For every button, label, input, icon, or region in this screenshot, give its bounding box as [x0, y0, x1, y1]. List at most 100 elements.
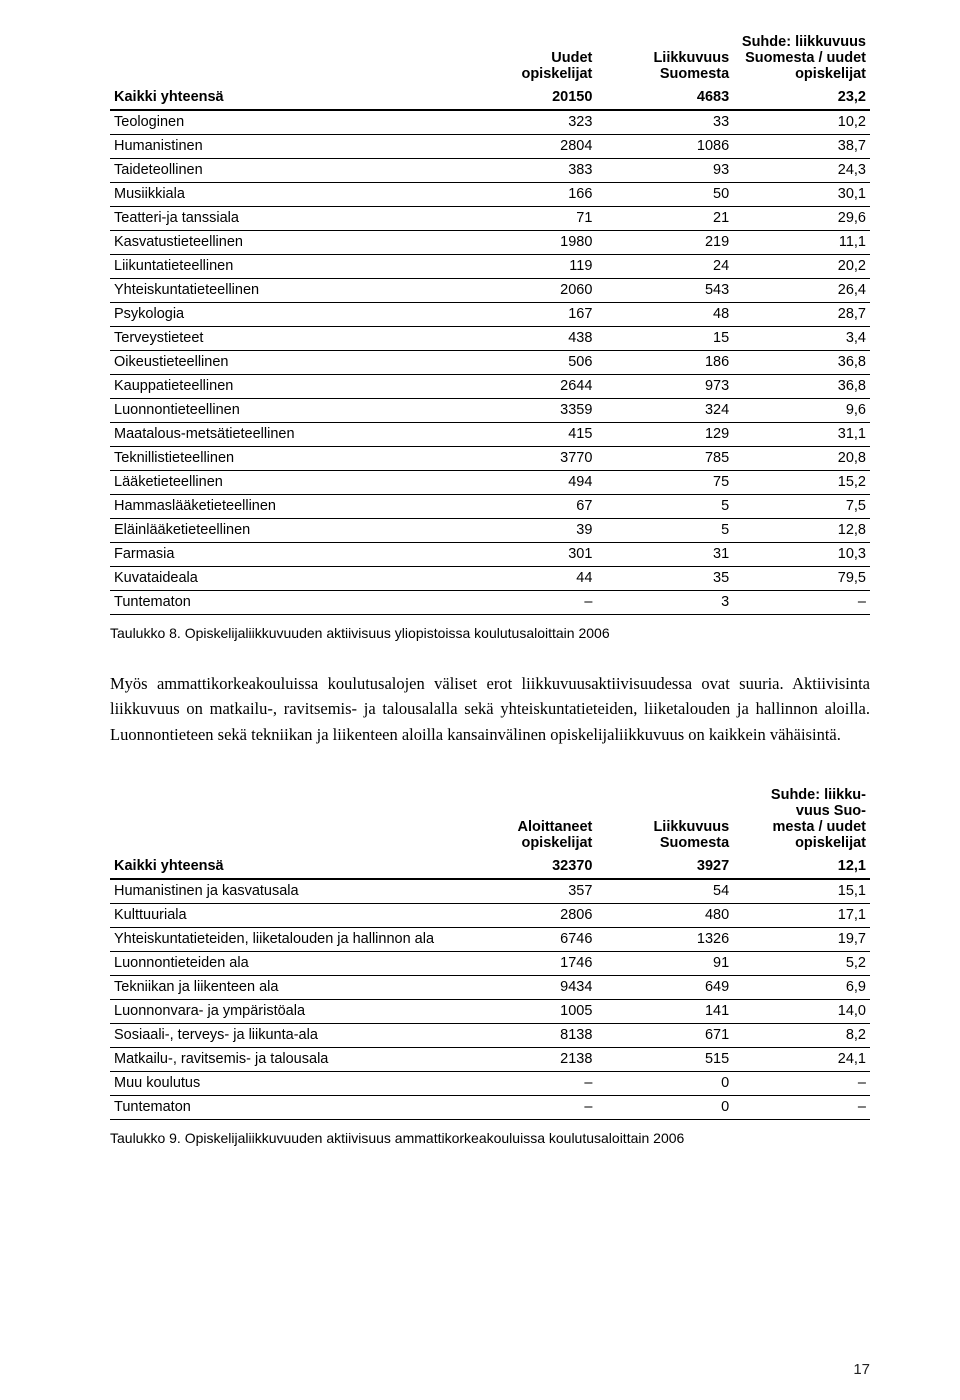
row-c3: 24,1: [733, 1047, 870, 1071]
row-label: Oikeustieteellinen: [110, 350, 460, 374]
row-c2: 48: [596, 302, 733, 326]
row-label: Eläinlääketieteellinen: [110, 518, 460, 542]
table-row: Tekniikan ja liikenteen ala94346496,9: [110, 975, 870, 999]
table-row: Psykologia1674828,7: [110, 302, 870, 326]
table-8-body: Teologinen3233310,2Humanistinen280410863…: [110, 110, 870, 615]
row-label: Kuvataideala: [110, 566, 460, 590]
row-c2: 515: [596, 1047, 733, 1071]
row-c3: 36,8: [733, 374, 870, 398]
t1-h1-l1: Uudet: [551, 50, 592, 66]
row-c2: 785: [596, 446, 733, 470]
t1-h3-l3: opiskelijat: [795, 66, 866, 82]
row-c1: 383: [460, 158, 597, 182]
row-c1: 2138: [460, 1047, 597, 1071]
t2-h3-l3: mesta / uudet: [773, 819, 866, 835]
row-label: Humanistinen: [110, 134, 460, 158]
row-c2: 75: [596, 470, 733, 494]
row-label: Maatalous-metsätieteellinen: [110, 422, 460, 446]
row-label: Tekniikan ja liikenteen ala: [110, 975, 460, 999]
row-label: Sosiaali-, terveys- ja liikunta-ala: [110, 1023, 460, 1047]
row-c3: 31,1: [733, 422, 870, 446]
row-c2: 186: [596, 350, 733, 374]
table-row: Luonnonvara- ja ympäristöala100514114,0: [110, 999, 870, 1023]
row-c2: 91: [596, 951, 733, 975]
table-row: Teologinen3233310,2: [110, 110, 870, 135]
row-c1: 167: [460, 302, 597, 326]
table-row: Sosiaali-, terveys- ja liikunta-ala81386…: [110, 1023, 870, 1047]
table-row: Taideteollinen3839324,3: [110, 158, 870, 182]
row-c1: 119: [460, 254, 597, 278]
table-8-total-row: Kaikki yhteensä 20150 4683 23,2: [110, 85, 870, 110]
row-label: Luonnonvara- ja ympäristöala: [110, 999, 460, 1023]
row-label: Muu koulutus: [110, 1071, 460, 1095]
row-c2: 141: [596, 999, 733, 1023]
row-label: Teknillistieteellinen: [110, 446, 460, 470]
row-c2: 5: [596, 494, 733, 518]
row-c3: 28,7: [733, 302, 870, 326]
t1-h2-l1: Liikkuvuus: [653, 50, 729, 66]
table-row: Eläinlääketieteellinen39512,8: [110, 518, 870, 542]
t1-h3-l2: Suomesta / uudet: [745, 50, 866, 66]
table-row: Tuntematon–0–: [110, 1095, 870, 1119]
t1-total-c1: 20150: [552, 89, 592, 105]
table-row: Farmasia3013110,3: [110, 542, 870, 566]
row-label: Yhteiskuntatieteellinen: [110, 278, 460, 302]
row-label: Kasvatustieteellinen: [110, 230, 460, 254]
table-row: Terveystieteet438153,4: [110, 326, 870, 350]
table-row: Hammaslääketieteellinen6757,5: [110, 494, 870, 518]
row-c3: 7,5: [733, 494, 870, 518]
row-c3: 19,7: [733, 927, 870, 951]
row-c3: 10,2: [733, 110, 870, 135]
t2-h1-l2: opiskelijat: [521, 835, 592, 851]
t1-h1-l2: opiskelijat: [521, 66, 592, 82]
row-label: Farmasia: [110, 542, 460, 566]
table-row: Lääketieteellinen4947515,2: [110, 470, 870, 494]
row-c1: –: [460, 1071, 597, 1095]
row-c1: 301: [460, 542, 597, 566]
row-label: Tuntematon: [110, 1095, 460, 1119]
row-c3: 15,1: [733, 879, 870, 904]
row-c3: 5,2: [733, 951, 870, 975]
row-c3: 30,1: [733, 182, 870, 206]
row-c2: 0: [596, 1095, 733, 1119]
row-c1: 2060: [460, 278, 597, 302]
row-label: Luonnontieteellinen: [110, 398, 460, 422]
row-label: Hammaslääketieteellinen: [110, 494, 460, 518]
table-row: Teatteri-ja tanssiala712129,6: [110, 206, 870, 230]
row-c3: 6,9: [733, 975, 870, 999]
row-c1: 44: [460, 566, 597, 590]
row-c3: 14,0: [733, 999, 870, 1023]
t2-h2-l1: Liikkuvuus: [653, 819, 729, 835]
row-label: Musiikkiala: [110, 182, 460, 206]
row-c3: –: [733, 1071, 870, 1095]
row-c2: 480: [596, 903, 733, 927]
table-row: Humanistinen2804108638,7: [110, 134, 870, 158]
row-c1: –: [460, 1095, 597, 1119]
row-c2: 31: [596, 542, 733, 566]
row-c3: 20,8: [733, 446, 870, 470]
row-label: Luonnontieteiden ala: [110, 951, 460, 975]
table-8: Uudet opiskelijat Liikkuvuus Suomesta Su…: [110, 30, 870, 615]
t1-total-c2: 4683: [697, 89, 729, 105]
row-c2: 5: [596, 518, 733, 542]
table-row: Kuvataideala443579,5: [110, 566, 870, 590]
row-c1: 67: [460, 494, 597, 518]
row-c3: –: [733, 1095, 870, 1119]
table-row: Teknillistieteellinen377078520,8: [110, 446, 870, 470]
row-c3: 17,1: [733, 903, 870, 927]
row-label: Lääketieteellinen: [110, 470, 460, 494]
row-c2: 324: [596, 398, 733, 422]
row-c3: 12,8: [733, 518, 870, 542]
row-c1: 415: [460, 422, 597, 446]
table-row: Oikeustieteellinen50618636,8: [110, 350, 870, 374]
row-c3: 9,6: [733, 398, 870, 422]
table-row: Maatalous-metsätieteellinen41512931,1: [110, 422, 870, 446]
row-c3: 20,2: [733, 254, 870, 278]
row-label: Teologinen: [110, 110, 460, 135]
row-label: Humanistinen ja kasvatusala: [110, 879, 460, 904]
t2-h3-l2: vuus Suo-: [796, 803, 866, 819]
row-c2: 15: [596, 326, 733, 350]
row-label: Terveystieteet: [110, 326, 460, 350]
row-c3: 38,7: [733, 134, 870, 158]
row-c3: –: [733, 590, 870, 614]
